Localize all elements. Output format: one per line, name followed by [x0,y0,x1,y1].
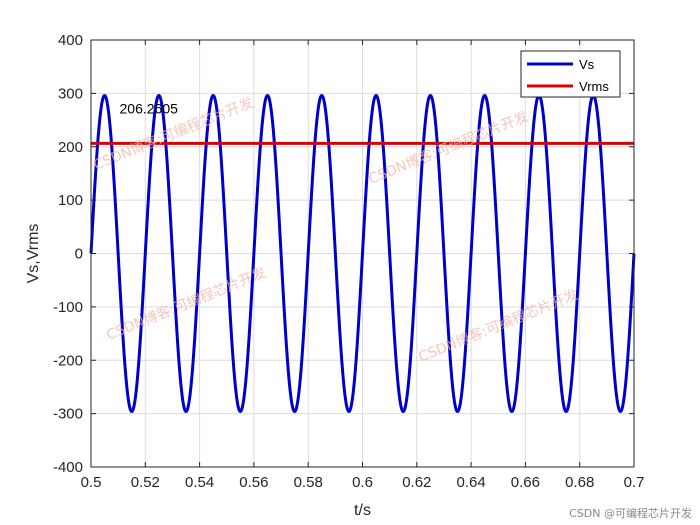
x-tick-label: 0.52 [131,474,160,491]
legend-label: Vrms [579,79,609,94]
annotations: 206.2605 [120,100,179,116]
x-tick-label: 0.64 [456,474,485,491]
footer-credit: CSDN @可编程芯片开发 [569,507,692,520]
y-tick-label: 400 [58,32,83,49]
y-tick-label: -100 [53,299,83,316]
x-tick-label: 0.58 [294,474,323,491]
x-tick-label: 0.68 [565,474,594,491]
legend: Vs Vrms [520,50,621,98]
series-layer [89,94,636,413]
x-tick-label: 0.66 [511,474,540,491]
x-tick-label: 0.56 [239,474,268,491]
y-tick-label: -200 [53,352,83,369]
x-tick-label: 0.7 [624,474,645,491]
x-tick-label: 0.6 [352,474,373,491]
y-axis-label: Vs,Vrms [25,224,42,284]
ticks [90,39,635,468]
x-axis-label: t/s [354,502,371,519]
y-tick-label: 300 [58,85,83,102]
y-tick-label: -300 [53,406,83,423]
x-tick-label: 0.54 [185,474,214,491]
legend-box [520,50,621,98]
y-tick-label: 200 [58,139,83,156]
series-line-vs [89,94,636,413]
x-tick-label: 0.5 [81,474,102,491]
annotation-text: 206.2605 [120,100,179,116]
y-tick-label: 100 [58,192,83,209]
legend-label: Vs [579,57,595,72]
x-tick-label: 0.62 [402,474,431,491]
y-tick-label: -400 [53,459,83,476]
y-tick-label: 0 [75,246,83,263]
tick-labels: 0.5 0.52 0.54 0.56 0.58 0.6 0.62 0.64 0.66 0.68 0.… [53,32,644,491]
